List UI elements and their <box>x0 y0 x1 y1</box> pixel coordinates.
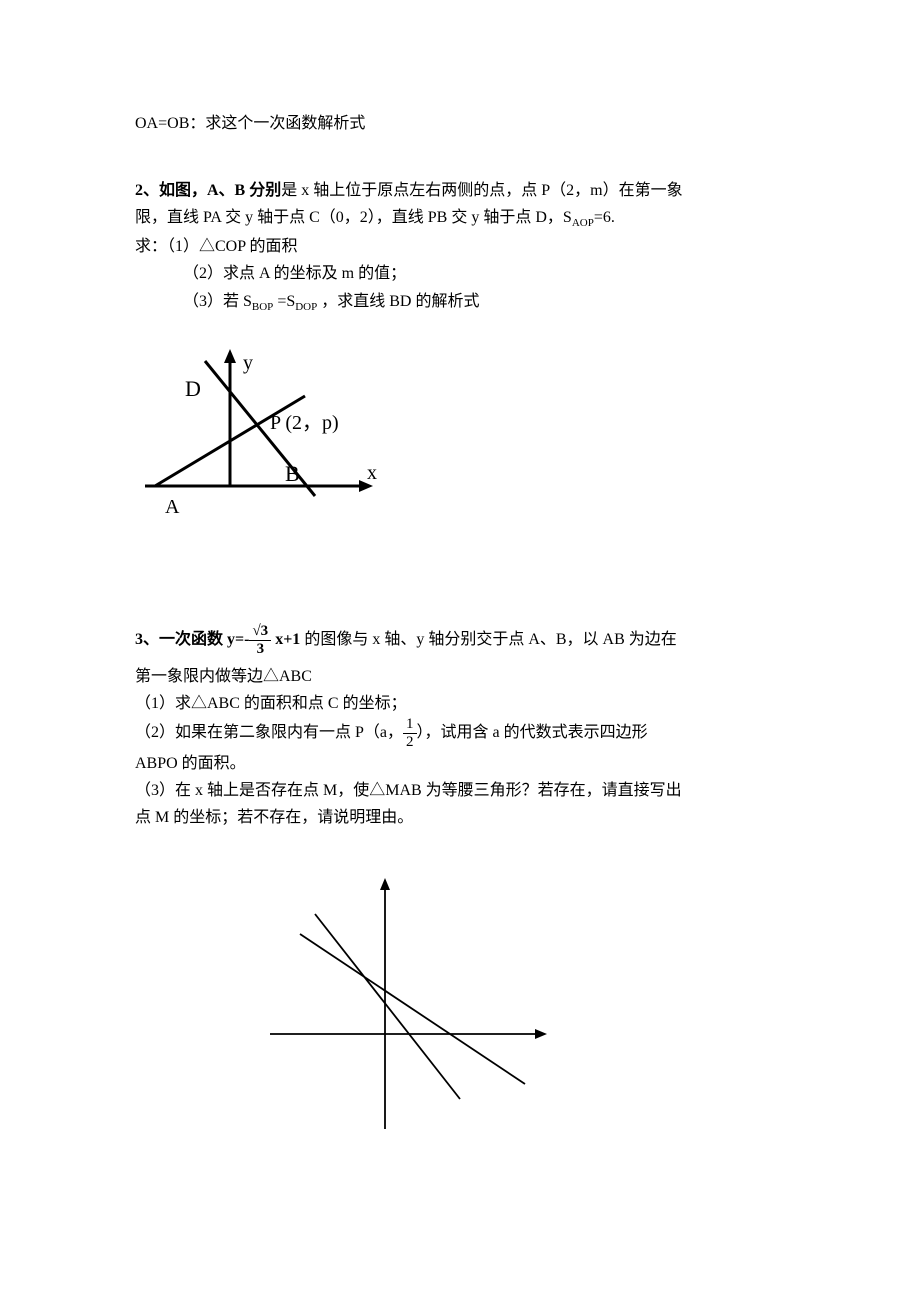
problem-2-line-4: （2）求点 A 的坐标及 m 的值； <box>135 260 800 287</box>
p2-l5b: =S <box>273 293 295 310</box>
problem-3-line-6: （3）在 x 轴上是否存在点 M，使△MAB 为等腰三角形？若存在，请直接写出 <box>135 777 800 804</box>
fig1-D-label: D <box>185 376 201 401</box>
problem-3-line-4: （2）如果在第二象限内有一点 P（a，12），试用含 a 的代数式表示四边形 <box>135 717 800 750</box>
frac-1-over-2: 12 <box>403 717 417 750</box>
fig1-B-label: B <box>285 461 300 486</box>
p3-l4b: ），试用含 a 的代数式表示四边形 <box>417 724 648 741</box>
problem-3-line-1: 3、一次函数 y=-√33 x+1 的图像与 x 轴、y 轴分别交于点 A、B，… <box>135 624 800 657</box>
p2-l5a: （3）若 S <box>183 293 252 310</box>
p2-l2b: =6. <box>594 209 615 226</box>
fig1-P-label: P (2，p) <box>270 412 339 434</box>
p2-l5sub1: BOP <box>252 301 273 313</box>
p3-lead: 3、一次函数 y=- <box>135 631 249 648</box>
problem-0-line: OA=OB：求这个一次函数解析式 <box>135 110 800 137</box>
p2-l2sub: AOP <box>572 218 594 230</box>
p3-l4a: （2）如果在第二象限内有一点 P（a， <box>135 724 403 741</box>
fig1-A-label: A <box>165 496 180 518</box>
fig1-y-label: y <box>243 352 253 374</box>
problem-2-lead: 2、如图，A、B 分别 <box>135 182 281 199</box>
frac2-den: 2 <box>403 734 417 750</box>
problem-2-line-2: 限，直线 PA 交 y 轴于点 C（0，2），直线 PB 交 y 轴于点 D，S… <box>135 204 800 233</box>
problem-3-line-3: （1）求△ABC 的面积和点 C 的坐标； <box>135 690 800 717</box>
frac-num: √3 <box>249 624 271 641</box>
p2-l2a: 限，直线 PA 交 y 轴于点 C（0，2），直线 PB 交 y 轴于点 D，S <box>135 209 572 226</box>
p3-mid: x+1 <box>271 631 300 648</box>
figure-1: y x D P (2，p) A B <box>135 341 800 540</box>
figure-2 <box>255 874 800 1143</box>
p2-l5sub2: DOP <box>295 301 317 313</box>
fig1-x-label: x <box>367 462 377 484</box>
p2-l5c: ，求直线 BD 的解析式 <box>317 293 479 310</box>
problem-2-rest: 是 x 轴上位于原点左右两侧的点，点 P（2，m）在第一象 <box>281 182 682 199</box>
problem-2-line-5: （3）若 SBOP =SDOP ，求直线 BD 的解析式 <box>135 288 800 317</box>
problem-2-line-3: 求：（1）△COP 的面积 <box>135 233 800 260</box>
problem-3-line-2: 第一象限内做等边△ABC <box>135 663 800 690</box>
problem-3-line-7: 点 M 的坐标；若不存在，请说明理由。 <box>135 804 800 831</box>
p3-rest: 的图像与 x 轴、y 轴分别交于点 A、B，以 AB 为边在 <box>300 631 676 648</box>
problem-3-line-5: ABPO 的面积。 <box>135 750 800 777</box>
frac2-num: 1 <box>403 717 417 734</box>
frac-sqrt3-over-3: √33 <box>249 624 271 657</box>
frac-den: 3 <box>249 641 271 657</box>
problem-2-line-1: 2、如图，A、B 分别是 x 轴上位于原点左右两侧的点，点 P（2，m）在第一象 <box>135 177 800 204</box>
